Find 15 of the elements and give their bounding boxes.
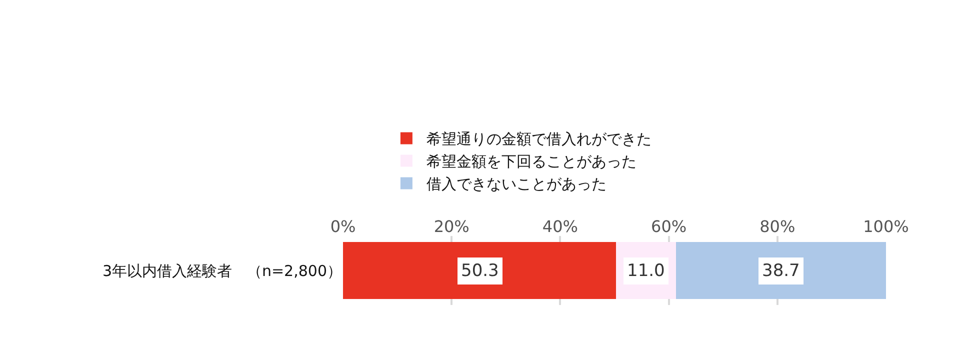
bar [343, 242, 616, 299]
bar [676, 242, 886, 299]
x-tick-label: 100% [863, 216, 909, 236]
data-label: 50.3 [461, 261, 499, 281]
x-tick-label: 0% [330, 216, 356, 236]
x-tick-label: 60% [651, 216, 687, 236]
data-label: 38.7 [762, 261, 800, 281]
x-tick-label: 20% [434, 216, 470, 236]
data-label: 11.0 [627, 261, 665, 281]
x-tick-label: 40% [542, 216, 578, 236]
legend-label: 借入できないことがあった [426, 175, 606, 194]
legend-label: 希望通りの金額で借入れができた [426, 130, 652, 148]
legend-label: 希望金額を下回ることがあった [426, 152, 636, 171]
x-tick-label: 80% [760, 216, 796, 236]
y-tick-label: 3年以内借入経験者 （n=2,800） [102, 262, 342, 280]
